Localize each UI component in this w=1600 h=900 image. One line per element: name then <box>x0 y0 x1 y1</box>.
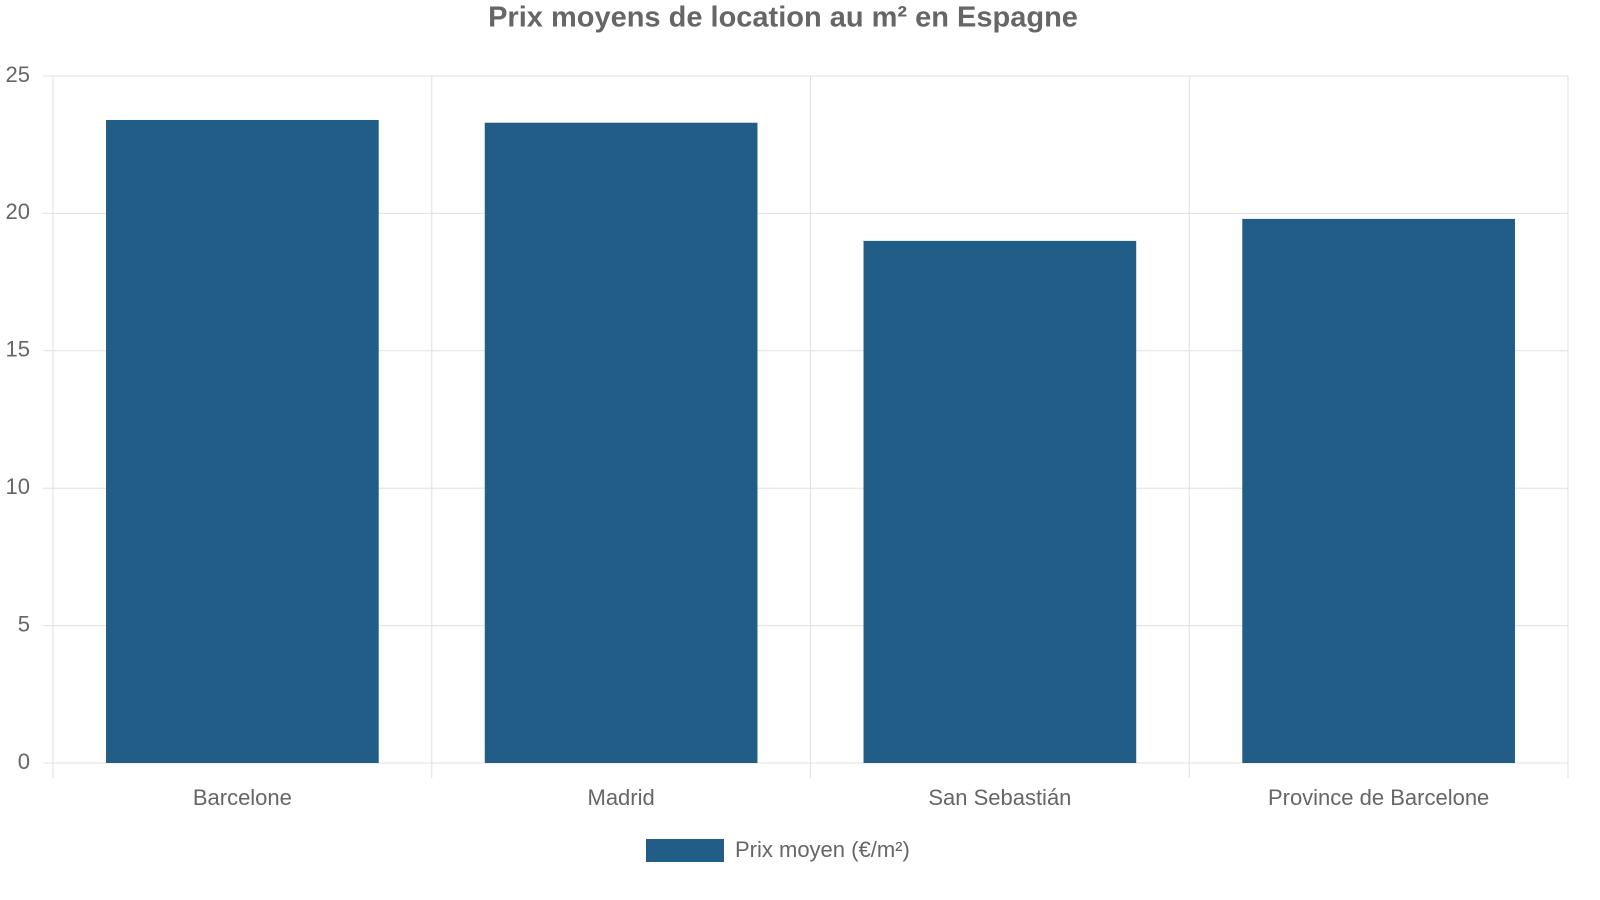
y-tick-label: 5 <box>18 611 30 636</box>
x-tick-label: Province de Barcelone <box>1268 785 1489 810</box>
legend-label: Prix moyen (€/m²) <box>735 837 910 862</box>
bar <box>484 122 758 763</box>
bar <box>1242 218 1515 763</box>
x-tick-label: San Sebastián <box>928 785 1071 810</box>
chart-title: Prix moyens de location au m² en Espagne <box>488 2 1078 34</box>
y-tick-label: 10 <box>6 474 30 499</box>
bar <box>863 240 1137 763</box>
x-tick-label: Barcelone <box>193 785 292 810</box>
x-tick-label: Madrid <box>588 785 655 810</box>
bar <box>106 119 379 763</box>
y-tick-label: 15 <box>6 337 30 362</box>
legend-swatch <box>646 839 724 862</box>
y-tick-label: 25 <box>6 62 30 87</box>
y-tick-label: 0 <box>18 749 30 774</box>
y-tick-label: 20 <box>6 199 30 224</box>
